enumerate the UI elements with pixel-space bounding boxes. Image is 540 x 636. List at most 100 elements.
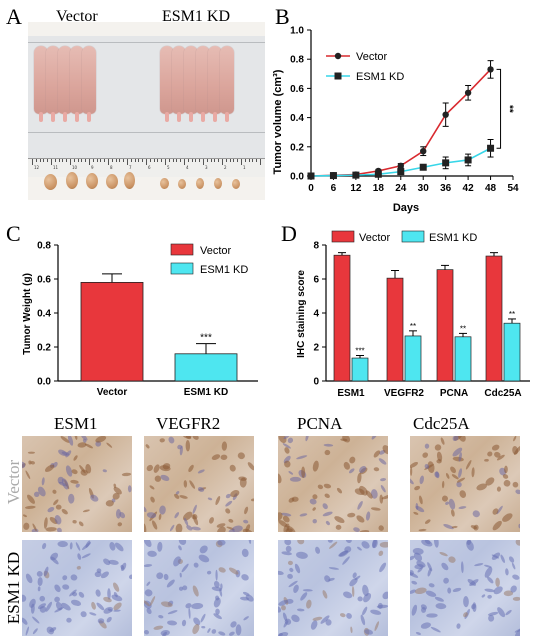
ihc-cell bbox=[414, 485, 421, 491]
ihc-cell bbox=[323, 483, 332, 489]
c-x-tick-label: Vector bbox=[97, 387, 128, 398]
ihc-cell bbox=[515, 489, 520, 495]
ihc-cell bbox=[215, 495, 221, 506]
ihc-cell bbox=[280, 512, 292, 517]
ihc-cell bbox=[188, 607, 191, 619]
b-x-tick-label: 30 bbox=[418, 183, 430, 194]
ruler-tick bbox=[92, 159, 94, 162]
ihc-cell bbox=[487, 594, 492, 599]
ruler-tick bbox=[165, 159, 166, 165]
tumor bbox=[66, 172, 78, 189]
ihc-cell bbox=[156, 572, 164, 580]
b-x-tick-label: 48 bbox=[485, 183, 497, 194]
ihc-cell bbox=[66, 617, 72, 623]
ihc-cell bbox=[359, 465, 367, 473]
tumor bbox=[44, 174, 57, 190]
b-point-kd bbox=[464, 156, 472, 164]
ihc-cell bbox=[192, 624, 200, 635]
ihc-cell bbox=[281, 605, 286, 611]
ihc-image bbox=[278, 540, 388, 636]
ihc-cell bbox=[158, 614, 164, 619]
ihc-cell bbox=[426, 613, 438, 618]
ihc-cell bbox=[184, 517, 189, 526]
ihc-cell bbox=[144, 540, 152, 548]
ihc-cell bbox=[413, 552, 423, 562]
ihc-cell bbox=[306, 599, 312, 609]
d-y-tick-label: 2 bbox=[313, 343, 319, 354]
ihc-cell bbox=[430, 626, 441, 633]
ihc-cell bbox=[57, 541, 68, 548]
d-y-axis-label: IHC staining score bbox=[296, 270, 307, 358]
ihc-cell bbox=[287, 560, 293, 566]
ihc-cell bbox=[300, 592, 308, 601]
ihc-cell bbox=[457, 436, 466, 442]
ihc-cell bbox=[509, 556, 515, 563]
ihc-cell bbox=[492, 508, 499, 515]
d-legend: Vector ESM1 KD bbox=[331, 230, 477, 244]
ihc-cell bbox=[420, 622, 431, 629]
d-bar-vector bbox=[436, 269, 454, 382]
ihc-cell bbox=[72, 519, 77, 524]
ruler-tick bbox=[62, 159, 64, 162]
ihc-cell bbox=[325, 520, 330, 526]
ruler-tick bbox=[32, 159, 33, 165]
d-bar-kd bbox=[503, 322, 521, 382]
b-y-tick-label: 1.0 bbox=[290, 26, 304, 37]
ihc-cell bbox=[237, 452, 245, 460]
ihc-cell bbox=[111, 594, 123, 602]
ihc-cell bbox=[458, 468, 463, 478]
ihc-cell bbox=[144, 589, 153, 597]
ihc-cell bbox=[61, 602, 71, 611]
ihc-cell bbox=[317, 484, 324, 490]
ihc-cell bbox=[144, 564, 153, 568]
ihc-cell bbox=[315, 546, 321, 554]
ihc-cell bbox=[71, 469, 78, 475]
ruler-tick bbox=[58, 159, 60, 162]
mouse bbox=[46, 46, 60, 114]
ruler-tick bbox=[104, 159, 106, 162]
ihc-cell bbox=[159, 505, 166, 515]
ihc-cell bbox=[39, 595, 46, 602]
ihc-cell bbox=[149, 596, 156, 606]
ihc-cell bbox=[45, 527, 57, 532]
ihc-cell-pattern bbox=[278, 436, 388, 532]
ihc-cell bbox=[167, 610, 178, 615]
d-bar-kd bbox=[351, 357, 369, 382]
ihc-cell bbox=[112, 582, 120, 592]
ihc-cell bbox=[146, 608, 152, 615]
ihc-cell bbox=[286, 525, 296, 532]
tumor bbox=[86, 173, 98, 189]
ruler-tick bbox=[214, 159, 216, 162]
ihc-cell bbox=[452, 587, 462, 592]
ihc-cell bbox=[410, 476, 414, 485]
ruler-tick bbox=[252, 159, 254, 162]
ihc-cell bbox=[144, 629, 149, 635]
ihc-cell bbox=[207, 497, 213, 501]
ihc-cell bbox=[436, 451, 443, 462]
ihc-cell bbox=[448, 556, 456, 563]
ihc-cell bbox=[485, 477, 495, 486]
ihc-cell bbox=[467, 579, 477, 586]
ihc-cell bbox=[113, 486, 122, 495]
ihc-col-esm1: ESM1 bbox=[54, 414, 98, 433]
ihc-cell bbox=[278, 520, 288, 528]
ihc-cell bbox=[360, 614, 366, 626]
ihc-cell bbox=[127, 485, 132, 493]
ihc-cell bbox=[115, 509, 121, 519]
ihc-cell bbox=[411, 604, 418, 616]
tumor bbox=[178, 179, 186, 189]
ihc-cell bbox=[70, 599, 82, 606]
d-bar-kd bbox=[454, 336, 472, 382]
ihc-cell bbox=[322, 503, 328, 510]
d-legend-swatch-kd bbox=[401, 230, 425, 243]
b-x-tick-label: 12 bbox=[350, 183, 362, 194]
ihc-cell bbox=[441, 562, 449, 571]
ihc-image bbox=[278, 436, 388, 532]
ihc-cell bbox=[296, 551, 308, 559]
ruler-number: 3 bbox=[205, 165, 208, 170]
ihc-cell bbox=[422, 452, 429, 458]
b-point-kd bbox=[329, 172, 337, 180]
ihc-cell bbox=[370, 489, 378, 499]
ruler-tick bbox=[134, 159, 136, 162]
b-point-kd bbox=[419, 163, 427, 171]
